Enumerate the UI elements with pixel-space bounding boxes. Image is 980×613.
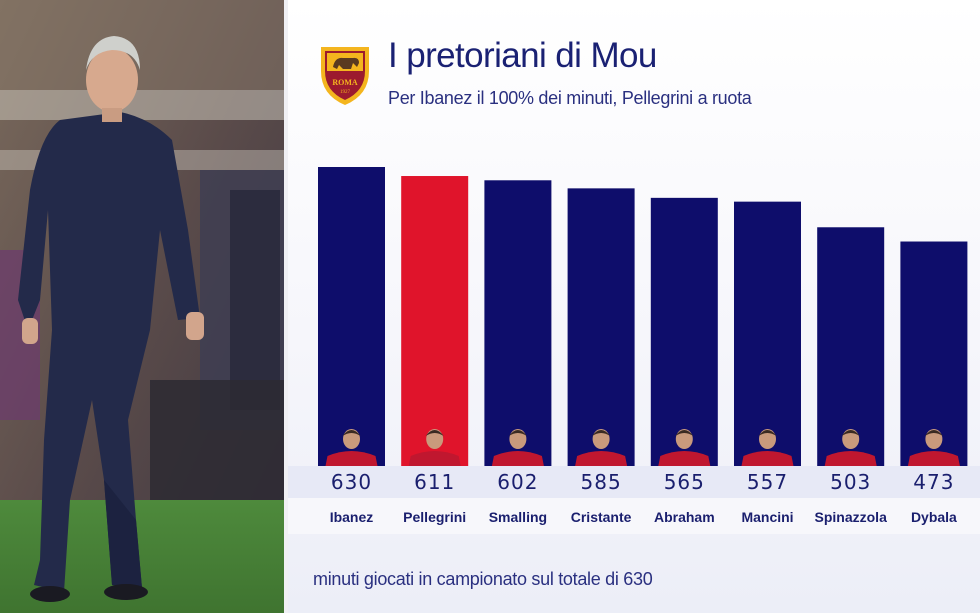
name-label-dybala: Dybala	[911, 509, 957, 525]
name-label-cristante: Cristante	[571, 509, 632, 525]
player-photo-cristante	[575, 429, 628, 466]
player-photo-mancini	[741, 429, 794, 466]
value-label-ibanez: 630	[331, 470, 372, 494]
crest-text: ROMA	[332, 78, 358, 87]
name-label-mancini: Mancini	[741, 509, 793, 525]
bar-cristante	[567, 188, 635, 466]
bar-abraham	[650, 197, 718, 466]
bar-smalling	[484, 180, 552, 467]
name-label-ibanez: Ibanez	[330, 509, 374, 525]
panel-divider	[284, 0, 288, 613]
player-photo-spinazzola	[824, 429, 877, 466]
chart-footnote: minuti giocati in campionato sul totale …	[313, 569, 653, 589]
value-label-smalling: 602	[497, 470, 538, 494]
value-label-cristante: 585	[581, 470, 622, 494]
value-label-mancini: 557	[747, 470, 788, 494]
player-photo-ibanez	[325, 429, 378, 466]
chart-title: I pretoriani di Mou	[388, 36, 657, 75]
as-roma-crest-icon: ROMA 1927	[321, 47, 369, 105]
bar-spinazzola	[817, 227, 885, 466]
name-label-pellegrini: Pellegrini	[403, 509, 466, 525]
value-strip	[288, 466, 980, 498]
player-photo-dybala	[907, 429, 960, 466]
player-photo-pellegrini	[408, 429, 461, 466]
svg-text:1927: 1927	[340, 90, 351, 95]
chart-subtitle: Per Ibanez il 100% dei minuti, Pellegrin…	[388, 88, 752, 108]
value-label-pellegrini: 611	[414, 470, 455, 494]
name-label-spinazzola: Spinazzola	[815, 509, 888, 525]
value-label-abraham: 565	[664, 470, 705, 494]
name-strip	[288, 498, 980, 534]
name-label-abraham: Abraham	[654, 509, 715, 525]
value-label-dybala: 473	[913, 470, 954, 494]
bar-ibanez	[318, 167, 385, 466]
name-label-smalling: Smalling	[489, 509, 547, 525]
mourinho-photo	[0, 0, 284, 613]
bar-chart: 630 611 602 585 565 557 503 473 Ibanez Pellegrin…	[288, 167, 980, 534]
bar-pellegrini	[401, 176, 469, 466]
player-photo-abraham	[658, 429, 711, 466]
value-label-spinazzola: 503	[830, 470, 871, 494]
bar-dybala	[900, 241, 968, 466]
bar-mancini	[734, 201, 801, 466]
player-photo-smalling	[491, 429, 544, 466]
chart-panel: ROMA 1927 I pretoriani di Mou Per Ibanez…	[288, 0, 980, 613]
